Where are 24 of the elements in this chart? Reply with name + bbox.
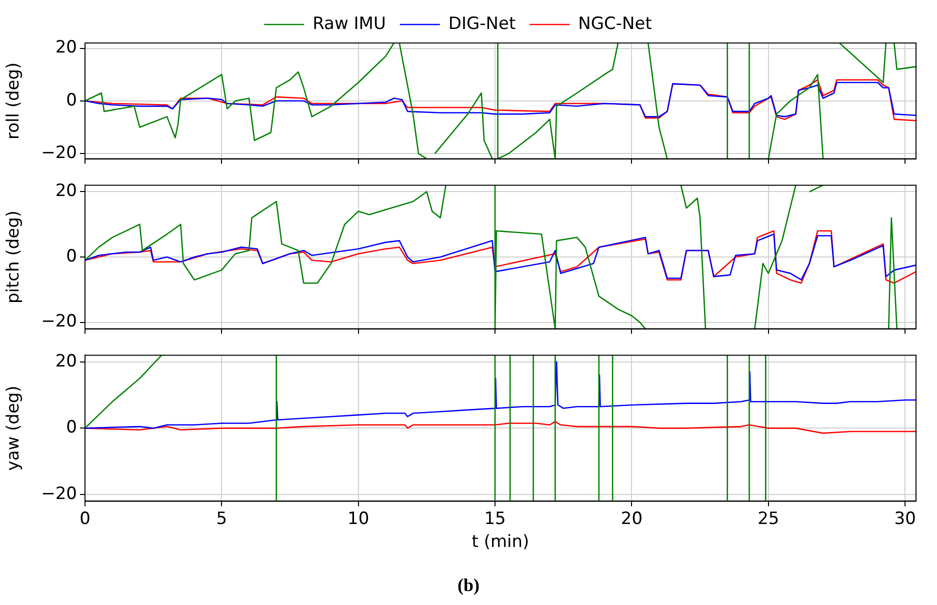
legend-label: Raw IMU — [312, 14, 386, 34]
y-tick-label: 0 — [66, 246, 77, 266]
x-axis-title: t (min) — [472, 532, 530, 552]
x-tick-label: 20 — [620, 508, 643, 529]
y-tick-label: 0 — [66, 90, 77, 110]
x-tick-label: 30 — [894, 508, 916, 529]
y-axis-title: roll (deg) — [4, 62, 24, 140]
x-tick-label: 10 — [348, 508, 370, 529]
y-tick-label: −20 — [41, 142, 77, 163]
x-tick-label: 25 — [758, 508, 780, 529]
x-tick-label: 15 — [484, 508, 506, 529]
legend-label: NGC-Net — [578, 14, 652, 34]
y-tick-label: −20 — [41, 484, 77, 504]
y-tick-label: −20 — [41, 312, 77, 332]
y-axis-title: pitch (deg) — [4, 210, 24, 304]
y-tick-label: 20 — [55, 351, 77, 372]
y-tick-label: 0 — [66, 418, 77, 438]
x-tick-label: 5 — [216, 508, 228, 529]
x-tick-label: 0 — [80, 508, 90, 529]
text: (b) — [456, 575, 480, 596]
y-axis-title: yaw (deg) — [4, 386, 24, 471]
y-tick-label: 20 — [55, 181, 77, 202]
y-tick-label: 20 — [55, 38, 77, 58]
legend-label: DIG-Net — [448, 14, 516, 34]
